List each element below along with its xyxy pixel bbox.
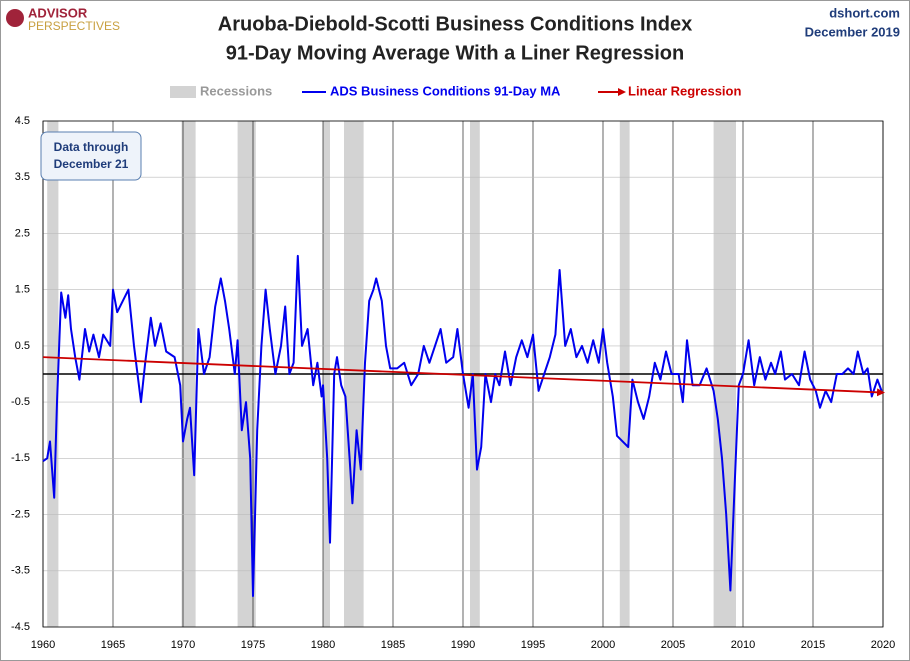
x-tick-label: 2005 [661, 639, 685, 651]
legend: Recessions ADS Business Conditions 91-Da… [170, 83, 741, 98]
x-tick-label: 2010 [731, 639, 755, 651]
legend-swatch [170, 86, 196, 98]
x-tick-label: 1960 [31, 639, 55, 651]
chart-title: Aruoba-Diebold-Scotti Business Condition… [218, 13, 692, 35]
annotation: Data through December 21 [40, 131, 142, 181]
annotation-box [40, 131, 142, 181]
x-tick-label: 2015 [801, 639, 825, 651]
annotation-text: December 21 [54, 157, 129, 171]
y-tick-label: 2.5 [15, 227, 30, 239]
annotation-text: Data through [54, 140, 129, 154]
x-tick-label: 1990 [451, 639, 475, 651]
x-tick-label: 2020 [871, 639, 895, 651]
x-tick-label: 1970 [171, 639, 195, 651]
x-tick-label: 2000 [591, 639, 615, 651]
brand: ADVISOR [28, 5, 88, 20]
ads-line [42, 254, 883, 598]
brand: PERSPECTIVES [28, 19, 120, 33]
y-tick-label: 1.5 [15, 284, 30, 296]
chart-title: 91-Day Moving Average With a Liner Regre… [226, 42, 684, 64]
legend-label: Recessions [200, 83, 272, 98]
y-tick-label: -3.5 [11, 565, 30, 577]
y-tick-label: -2.5 [11, 508, 30, 520]
x-tick-label: 1975 [241, 639, 265, 651]
y-tick-label: -1.5 [11, 452, 30, 464]
y-tick-label: -4.5 [11, 621, 30, 633]
y-tick-label: 3.5 [15, 171, 30, 183]
x-tick-label: 1985 [381, 639, 405, 651]
regression-line [42, 356, 885, 397]
legend-label: ADS Business Conditions 91-Day MA [330, 83, 561, 98]
y-tick-label: 4.5 [15, 115, 30, 127]
logo-icon [6, 9, 24, 27]
x-tick-label: 1995 [521, 639, 545, 651]
y-tick-label: 0.5 [15, 340, 30, 352]
y-tick-label: -0.5 [11, 396, 30, 408]
source: dshort.com [829, 5, 900, 20]
x-tick-label: 1965 [101, 639, 125, 651]
source: December 2019 [805, 24, 900, 39]
legend-label: Linear Regression [628, 83, 741, 98]
x-tick-label: 1980 [311, 639, 335, 651]
